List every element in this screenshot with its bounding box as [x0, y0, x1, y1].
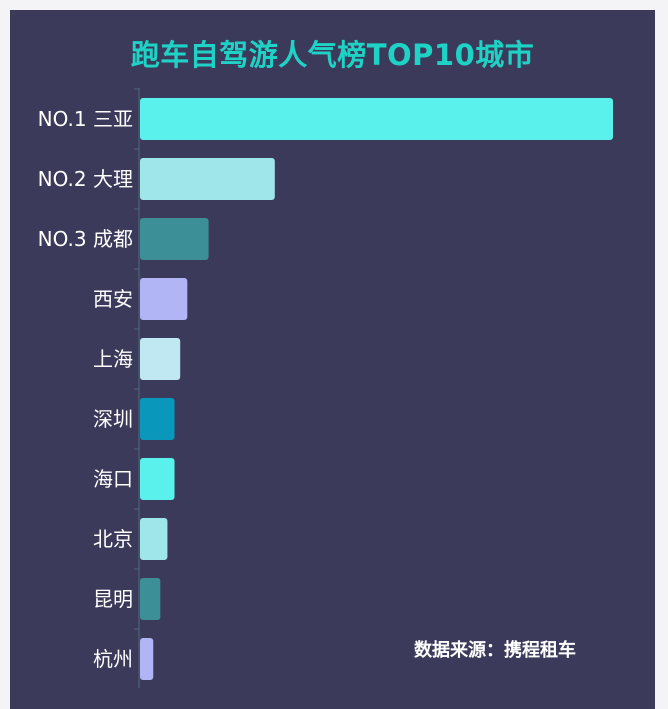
data-source-note: 数据来源：携程租车	[414, 640, 576, 661]
bar-8	[140, 518, 168, 560]
category-label: 杭州	[93, 647, 133, 671]
category-label: 上海	[93, 347, 133, 371]
bar-10	[140, 638, 154, 680]
bar-9	[140, 578, 161, 620]
bar-5	[140, 338, 181, 380]
category-label: 北京	[93, 527, 133, 551]
bar-6	[140, 398, 175, 440]
bar-3	[140, 218, 209, 260]
chart-card: NO.1 三亚 NO.2 大理 NO.3 成都西安上海深圳海口北京昆明杭州 跑车自驾…	[10, 10, 655, 709]
bar-4	[140, 278, 188, 320]
category-label: 深圳	[93, 407, 133, 431]
bar-7	[140, 458, 175, 500]
category-label: NO.1 三亚	[38, 107, 133, 131]
category-label: NO.2 大理	[38, 167, 133, 191]
category-label: 昆明	[93, 587, 133, 611]
category-label: 海口	[93, 467, 133, 491]
category-label: 西安	[93, 287, 133, 311]
chart-title: 跑车自驾游人气榜TOP10城市	[130, 38, 535, 72]
bar-2	[140, 158, 275, 200]
category-label: NO.3 成都	[38, 227, 133, 251]
bar-1	[140, 98, 613, 140]
